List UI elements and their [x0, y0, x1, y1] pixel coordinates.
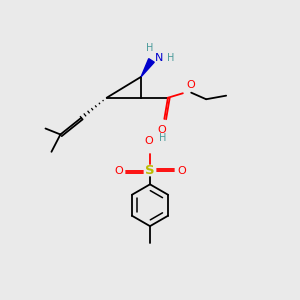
Text: O: O [114, 166, 123, 176]
Text: H: H [146, 44, 153, 53]
Text: O: O [144, 136, 153, 146]
Polygon shape [141, 59, 154, 77]
Text: S: S [145, 164, 155, 177]
Text: H: H [167, 53, 175, 63]
Text: O: O [187, 80, 196, 90]
Text: N: N [155, 53, 163, 63]
Text: O: O [158, 125, 166, 135]
Text: H: H [159, 133, 166, 143]
Text: O: O [177, 166, 186, 176]
